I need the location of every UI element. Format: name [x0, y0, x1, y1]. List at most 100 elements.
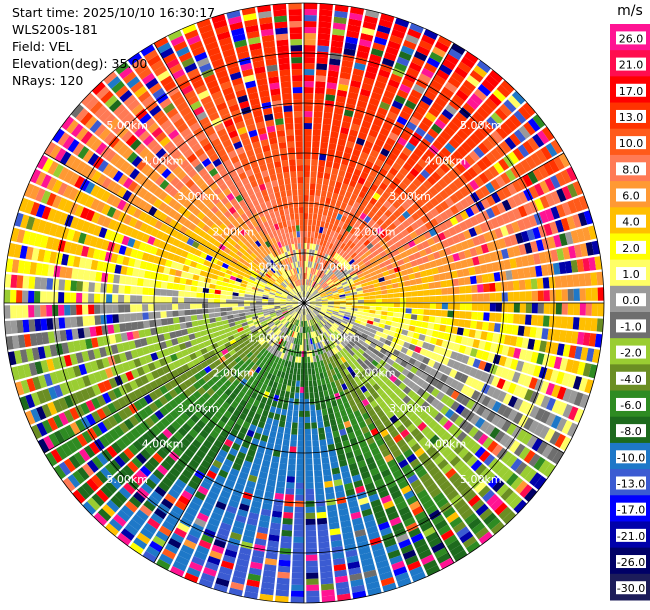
- velocity-gate: [348, 320, 355, 325]
- velocity-gate: [333, 322, 340, 328]
- velocity-gate: [306, 308, 309, 315]
- velocity-gate: [532, 168, 544, 182]
- velocity-gate: [263, 312, 270, 316]
- velocity-gate: [490, 148, 502, 161]
- velocity-gate: [255, 451, 264, 460]
- velocity-gate: [42, 158, 54, 173]
- velocity-gate: [483, 253, 492, 263]
- velocity-gate: [306, 590, 320, 597]
- velocity-gate: [513, 499, 527, 514]
- velocity-gate: [432, 139, 444, 151]
- velocity-gate: [153, 398, 164, 409]
- velocity-gate: [226, 254, 234, 261]
- velocity-gate: [307, 279, 311, 286]
- velocity-gate: [410, 442, 422, 453]
- velocity-gate: [528, 185, 539, 199]
- velocity-gate: [307, 267, 310, 274]
- velocity-gate: [556, 343, 565, 356]
- velocity-gate: [309, 183, 316, 190]
- velocity-gate: [431, 514, 445, 526]
- velocity-gate: [401, 464, 412, 474]
- velocity-gate: [272, 283, 279, 288]
- velocity-gate: [40, 305, 47, 317]
- velocity-gate: [255, 335, 263, 341]
- velocity-gate: [457, 61, 472, 74]
- velocity-gate: [516, 219, 526, 231]
- velocity-gate: [344, 273, 351, 279]
- velocity-gate: [340, 235, 346, 243]
- velocity-gate: [405, 409, 415, 419]
- velocity-gate: [245, 454, 254, 463]
- velocity-gate: [351, 74, 363, 83]
- velocity-gate: [545, 193, 556, 207]
- velocity-gate: [215, 474, 226, 484]
- velocity-gate: [120, 434, 132, 447]
- velocity-gate: [501, 186, 512, 198]
- velocity-gate: [439, 222, 448, 232]
- velocity-gate: [213, 538, 227, 549]
- velocity-gate: [342, 283, 349, 288]
- velocity-gate: [425, 211, 435, 221]
- velocity-gate: [48, 432, 60, 447]
- velocity-gate: [387, 346, 395, 354]
- velocity-gate: [257, 526, 269, 535]
- velocity-gate: [317, 328, 322, 335]
- velocity-gate: [132, 440, 144, 452]
- velocity-gate: [187, 480, 199, 491]
- velocity-gate: [491, 204, 501, 217]
- velocity-gate: [407, 380, 416, 390]
- velocity-gate: [323, 285, 330, 290]
- velocity-gate: [309, 303, 316, 306]
- velocity-gate: [421, 240, 430, 249]
- velocity-gate: [493, 272, 501, 282]
- velocity-gate: [378, 521, 391, 531]
- velocity-gate: [282, 353, 288, 361]
- velocity-gate: [101, 325, 109, 335]
- velocity-gate: [306, 578, 319, 585]
- velocity-gate: [63, 354, 73, 367]
- velocity-gate: [483, 471, 496, 484]
- velocity-gate: [579, 288, 586, 301]
- velocity-gate: [553, 234, 562, 248]
- velocity-gate: [297, 314, 301, 321]
- velocity-gate: [329, 327, 336, 333]
- velocity-gate: [473, 224, 483, 235]
- velocity-gate: [262, 324, 269, 330]
- velocity-gate: [209, 283, 216, 289]
- velocity-gate: [315, 306, 322, 309]
- velocity-gate: [49, 144, 62, 159]
- velocity-gate: [332, 551, 345, 560]
- velocity-gate: [155, 530, 169, 543]
- velocity-gate: [441, 108, 454, 120]
- velocity-gate: [313, 317, 319, 324]
- velocity-gate: [281, 319, 288, 325]
- velocity-gate: [483, 454, 496, 467]
- velocity-gate: [555, 289, 562, 302]
- velocity-gate: [321, 304, 328, 307]
- velocity-gate: [345, 488, 356, 497]
- velocity-gate: [304, 416, 311, 423]
- velocity-gate: [333, 299, 340, 302]
- velocity-gate: [54, 148, 67, 162]
- velocity-gate: [325, 312, 332, 317]
- velocity-gate: [94, 293, 101, 303]
- velocity-gate: [527, 171, 539, 185]
- velocity-gate: [481, 155, 493, 168]
- velocity-gate: [35, 171, 47, 186]
- velocity-gate: [519, 291, 526, 302]
- velocity-gate: [154, 409, 165, 421]
- velocity-gate: [324, 313, 331, 318]
- velocity-gate: [188, 246, 197, 255]
- velocity-gate: [386, 438, 396, 448]
- velocity-gate: [290, 361, 295, 369]
- velocity-gate: [304, 374, 309, 381]
- velocity-gate: [172, 290, 179, 297]
- velocity-gate: [315, 304, 322, 306]
- velocity-gate: [305, 512, 316, 519]
- velocity-gate: [551, 399, 562, 414]
- velocity-gate: [280, 305, 287, 308]
- velocity-gate: [246, 480, 256, 489]
- velocity-gate: [63, 409, 75, 423]
- velocity-gate: [499, 140, 512, 154]
- velocity-gate: [178, 303, 185, 310]
